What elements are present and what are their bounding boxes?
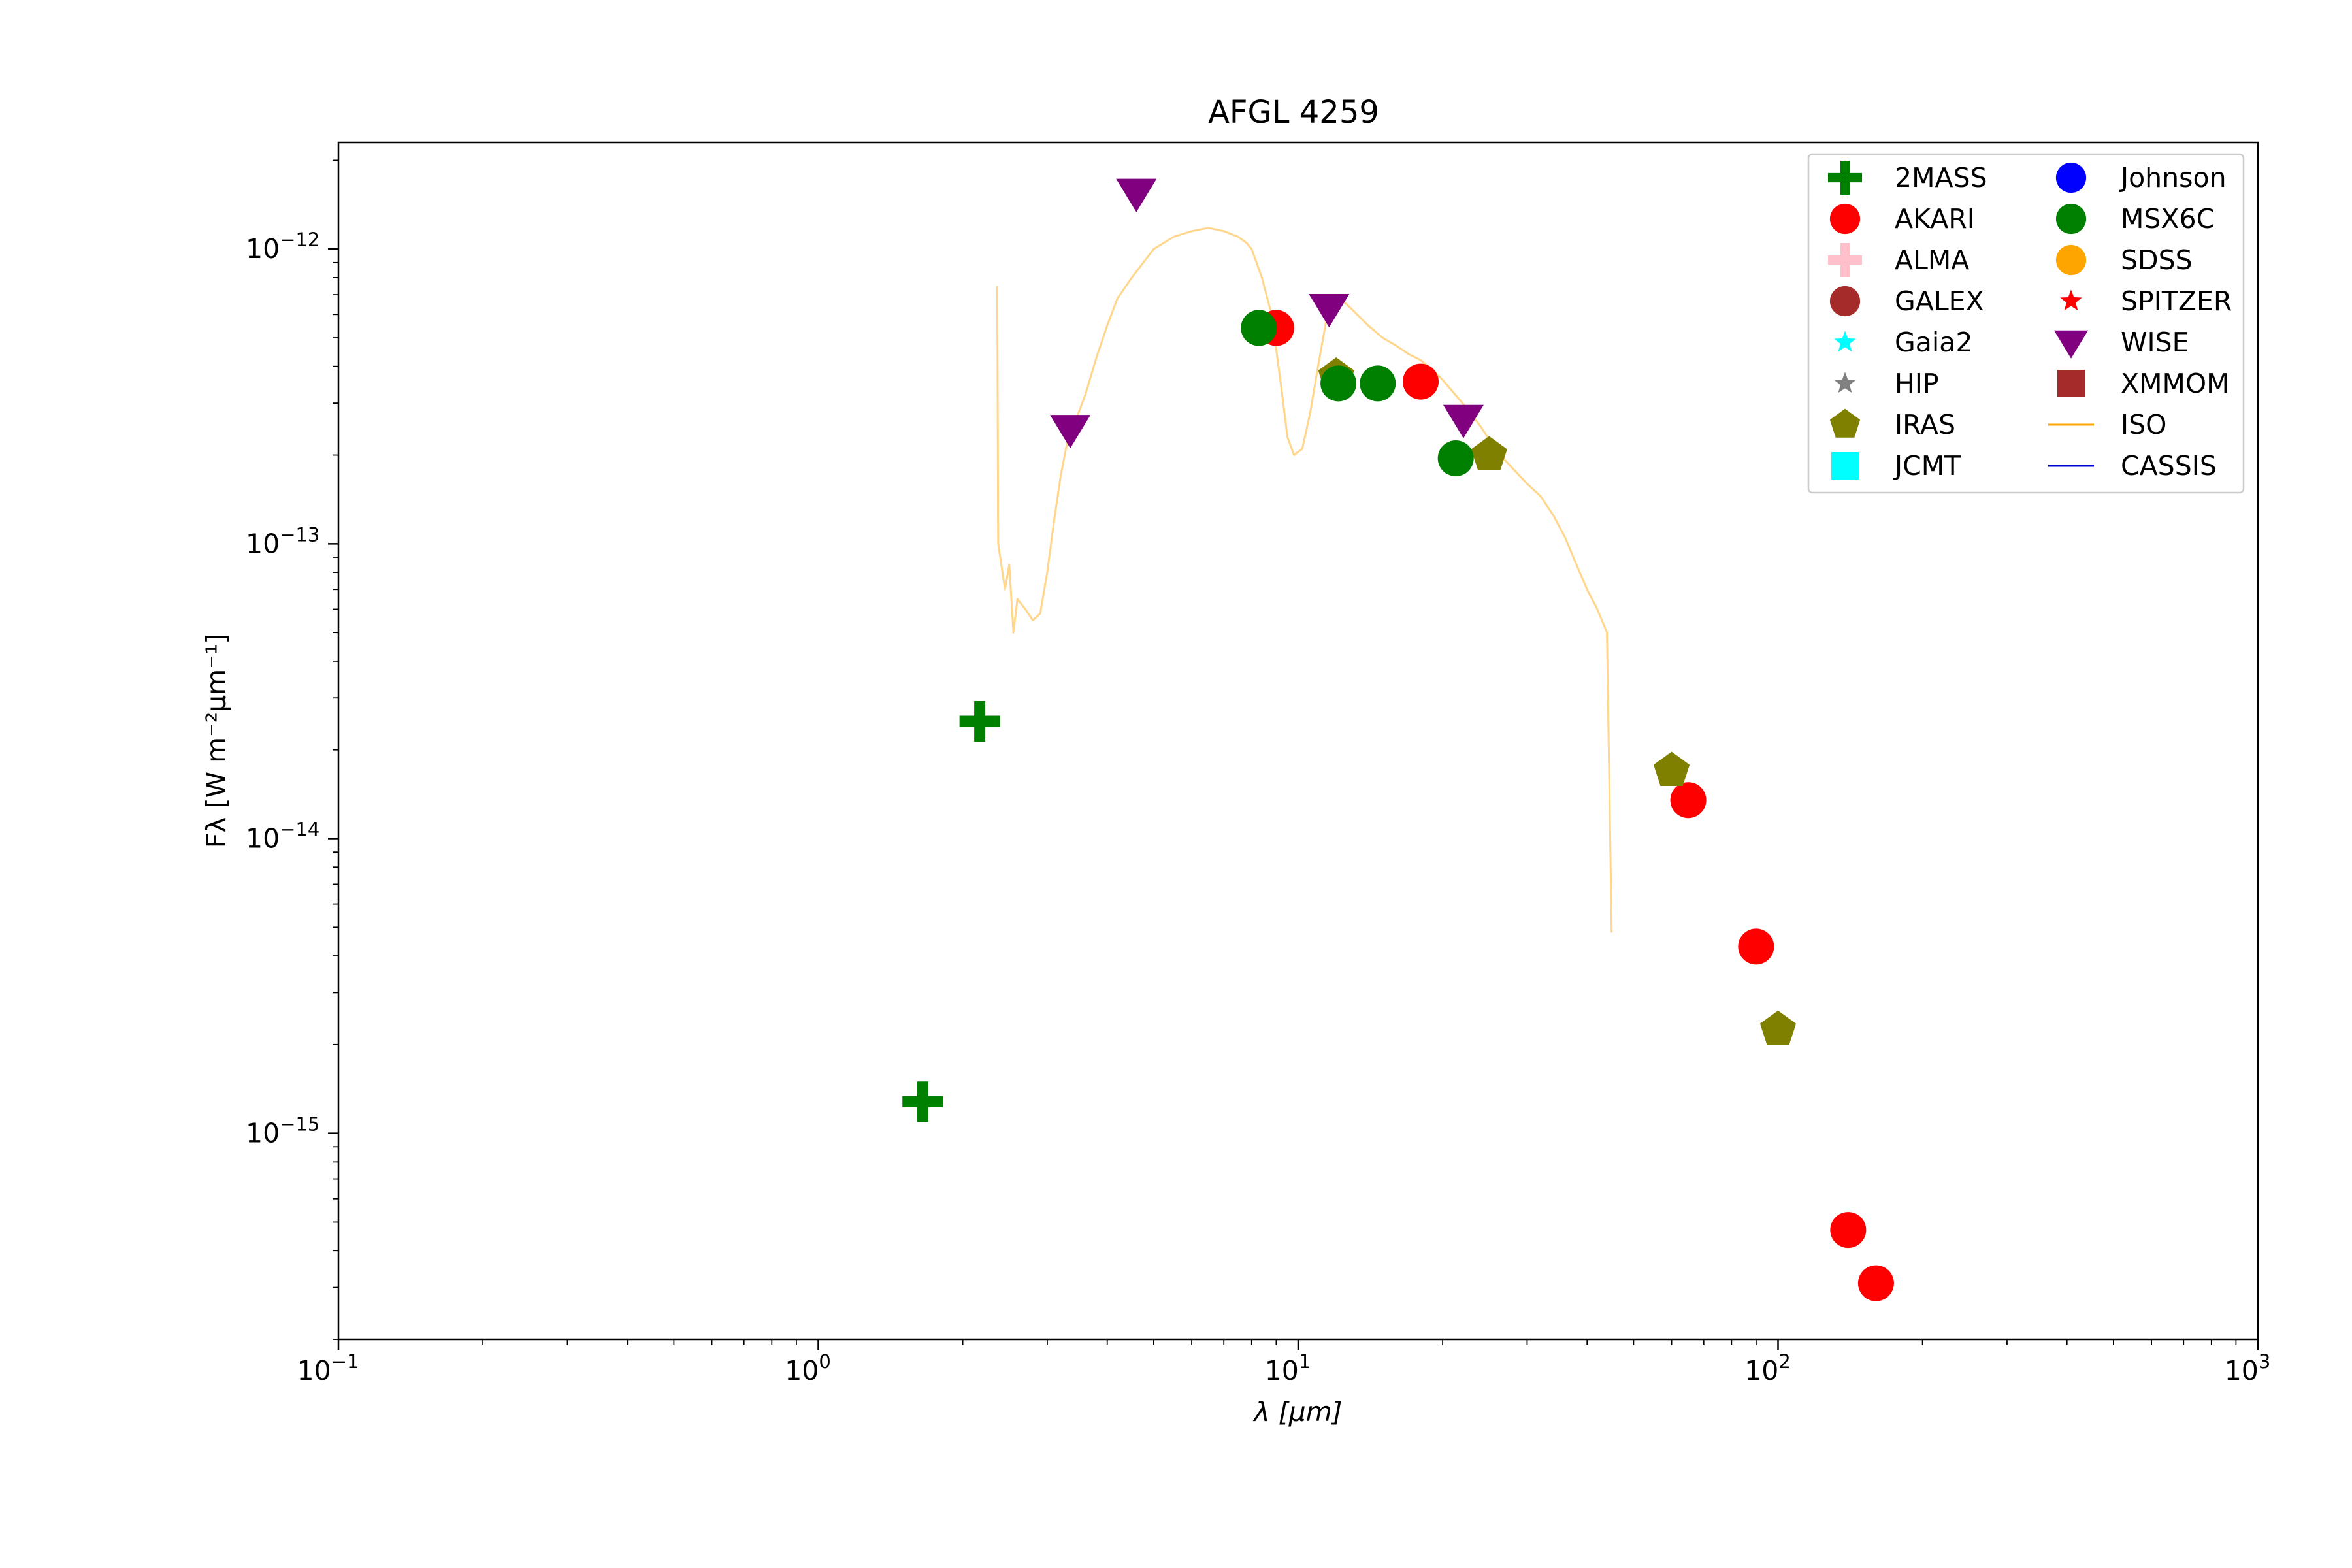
- legend-label-johnson: Johnson: [2119, 162, 2227, 193]
- legend-box: [1807, 153, 2245, 494]
- x-axis-label: λ [μm]: [1252, 1396, 1342, 1428]
- legend-swatch-msx6c: [2055, 203, 2087, 235]
- legend-label-galex: GALEX: [1895, 286, 1984, 317]
- legend-label-akari: AKARI: [1895, 203, 1975, 235]
- msx6c-point: [1241, 310, 1277, 346]
- legend-label-msx6c: MSX6C: [2121, 203, 2215, 235]
- x-tick-label: 103: [2225, 1350, 2271, 1386]
- legend-label-hip: HIP: [1895, 368, 1939, 399]
- y-tick-label: 10−12: [246, 229, 319, 265]
- legend-swatch-spitzer: [2060, 289, 2082, 311]
- legend-swatch-iras: [1829, 408, 1861, 438]
- legend-swatch-sdss: [2055, 244, 2087, 276]
- legend-swatch-alma: [1827, 242, 1863, 278]
- legend-label-wise: WISE: [2121, 327, 2189, 358]
- wise-point: [1443, 404, 1484, 438]
- y-tick-label: 10−13: [246, 523, 319, 559]
- legend-swatch-gaia2: [1834, 331, 1856, 352]
- legend-label-alma: ALMA: [1895, 244, 1969, 276]
- iras-point: [1759, 1010, 1797, 1045]
- x-tick-label: 10−1: [297, 1350, 359, 1386]
- y-axis: 10−15 10−14 10−13 10−12: [246, 159, 338, 1340]
- legend-swatch-jcmt: [1831, 452, 1859, 480]
- legend-label-xmmom: XMMOM: [2121, 368, 2229, 399]
- x-tick-label: 101: [1265, 1350, 1311, 1386]
- 2mass-point: [959, 700, 1000, 742]
- legend-label-iso: ISO: [2121, 409, 2166, 440]
- legend-swatch-hip: [1834, 372, 1856, 393]
- legend-label-iras: IRAS: [1895, 409, 1955, 440]
- legend-label-cassis: CASSIS: [2121, 450, 2217, 482]
- chart-title: AFGL 4259: [1208, 94, 1379, 131]
- x-tick-label: 100: [785, 1350, 831, 1386]
- akari-point: [1830, 1212, 1867, 1249]
- x-axis: 10−1 100 101 102 103: [297, 1339, 2271, 1386]
- y-tick-label: 10−15: [246, 1113, 319, 1149]
- msx6c-point: [1437, 440, 1474, 476]
- iras-point: [1471, 436, 1507, 470]
- legend-swatch-2mass: [1827, 160, 1863, 195]
- wise-point: [1050, 415, 1091, 449]
- akari-point: [1857, 1265, 1894, 1301]
- legend-label-sdss: SDSS: [2121, 244, 2193, 276]
- wise-point: [1116, 178, 1157, 212]
- iso-spectrum-line: [996, 227, 1613, 933]
- legend-swatch-galex: [1829, 286, 1861, 317]
- x-tick-label: 102: [1744, 1350, 1791, 1386]
- legend-swatch-xmmom: [2057, 370, 2085, 397]
- msx6c-point: [1320, 365, 1357, 402]
- legend-label-spitzer: SPITZER: [2121, 286, 2232, 317]
- y-axis-label: Fλ [W m⁻²μm⁻¹]: [201, 634, 232, 849]
- msx6c-point: [1360, 365, 1396, 402]
- akari-point: [1738, 928, 1774, 965]
- 2mass-point: [902, 1081, 943, 1122]
- iras-point: [1653, 751, 1690, 786]
- legend-swatch-johnson: [2055, 162, 2087, 193]
- legend-label-jcmt: JCMT: [1893, 450, 1961, 482]
- legend-label-2mass: 2MASS: [1895, 162, 1987, 193]
- wise-point: [1309, 294, 1350, 328]
- legend-swatch-wise: [2053, 330, 2089, 359]
- legend-swatch-akari: [1829, 203, 1861, 235]
- akari-point: [1670, 782, 1707, 819]
- akari-point: [1402, 363, 1439, 400]
- y-tick-label: 10−14: [246, 819, 319, 855]
- legend: 2MASS AKARI ALMA GALEX Gaia2 HIP IRAS JCMT Johns…: [1807, 153, 2245, 494]
- legend-label-gaia2: Gaia2: [1895, 327, 1973, 358]
